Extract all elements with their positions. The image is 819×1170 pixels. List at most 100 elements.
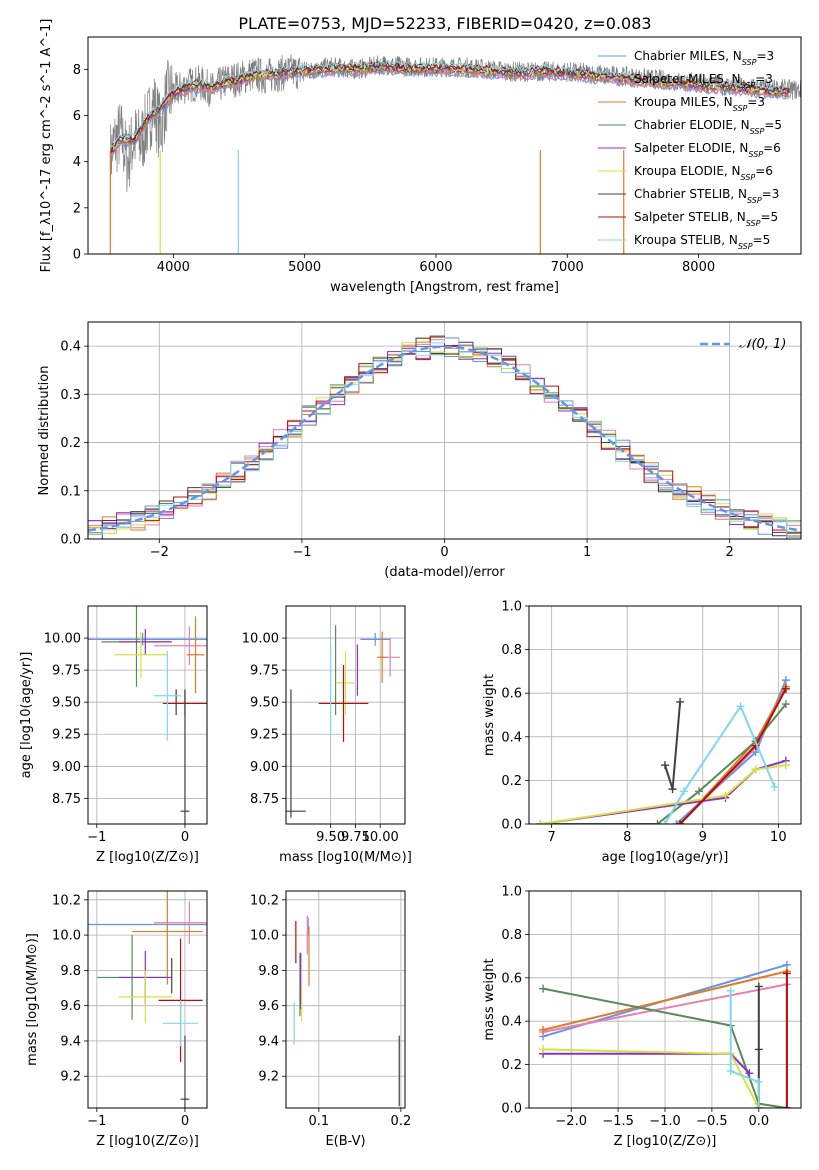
mass_vs_EBV-ytick-label: 9.2: [258, 1070, 279, 1085]
mass-weight-marker: [721, 791, 730, 800]
mass_vs_EBV-xtick-label: 0.2: [391, 1114, 412, 1129]
massweight_vs_age-ylabel: mass weight: [482, 674, 497, 756]
residuals-ylabel: Normed distribution: [37, 366, 52, 496]
mass-weight-marker: [782, 969, 791, 978]
mass-weight-marker: [536, 820, 545, 824]
massweight_vs_age-grid: [529, 605, 801, 825]
mass-weight-line: [543, 1048, 760, 1108]
spectrum-xtick-label: 4000: [157, 260, 190, 275]
legend-label: Salpeter MILES, NSSP=3: [634, 72, 773, 90]
mass-weight-line: [540, 764, 787, 824]
spectrum-xtick-label: 7000: [551, 260, 584, 275]
residual-histogram-line: [88, 337, 801, 538]
age_vs_Z-xtick-label: −1: [87, 830, 106, 845]
mass-weight-marker: [754, 1045, 763, 1054]
massweight_vs_Z-ytick-label: 0.6: [501, 971, 522, 986]
mass-weight-marker: [781, 761, 790, 770]
mass-weight-marker: [679, 787, 688, 796]
mass-weight-line: [664, 704, 776, 824]
age_vs_mass-ytick-label: 10.00: [242, 632, 279, 647]
mass_vs_EBV-panel: 0.1 0.2 9.2 9.4 9.6 9.8 10.0 10.2 E(B-V): [250, 890, 412, 1149]
residuals-ytick-label: 0.3: [60, 388, 81, 403]
massweight_vs_age-panel: 7 8 9 10 0.0 0.2 0.4 0.6 0.8 1.0 age [log10(age/yr…: [482, 600, 802, 865]
errorbar-point: [114, 631, 168, 678]
massweight_vs_Z-frame: [528, 890, 802, 1109]
errorbar-point: [118, 629, 172, 655]
residuals-ytick-label: 0.4: [60, 340, 81, 355]
mass_vs_EBV-ytick-label: 10.2: [250, 893, 279, 908]
errorbar-point: [162, 1000, 199, 1047]
massweight_vs_Z-ylabel: mass weight: [482, 958, 497, 1040]
age_vs_mass-ytick-label: 9.25: [250, 728, 279, 743]
massweight_vs_Z-plot-area: [539, 960, 791, 1108]
mass-weight-marker: [661, 820, 669, 824]
mass-weight-line: [542, 983, 788, 1033]
mass_vs_Z-xtick-label: −1: [87, 1114, 106, 1129]
age_vs_Z-frame: [87, 605, 208, 825]
age_vs_Z-ylabel: age [log10(age/yr)]: [19, 652, 34, 779]
mass_vs_EBV-plot-area: [293, 915, 400, 1107]
spectrum-panel: 4000 5000 6000 7000 8000 0 2 4 6 8 wavelength [Ang…: [39, 19, 802, 295]
massweight_vs_Z-xtick-label: −1.5: [602, 1114, 634, 1129]
mass-weight-line: [542, 987, 788, 1108]
age_vs_mass-plot-area: [286, 625, 401, 818]
mass_vs_EBV-ytick-label: 10.0: [250, 929, 279, 944]
mass-weight-marker: [782, 1104, 791, 1108]
massweight_vs_age-ytick-label: 1.0: [501, 600, 522, 615]
age_vs_Z-plot-area: [88, 606, 207, 824]
age_vs_Z-ytick-label: 9.75: [52, 664, 81, 679]
massweight_vs_age-xlabel: age [log10(age/yr)]: [602, 850, 729, 865]
mass-weight-marker: [676, 820, 685, 824]
mass-weight-marker: [754, 982, 763, 991]
massweight_vs_Z-ytick-label: 0.8: [501, 928, 522, 943]
spectrum-ytick-label: 6: [73, 109, 81, 124]
errorbar-point: [335, 650, 356, 715]
massweight_vs_age-xtick-label: 8: [623, 830, 631, 845]
mass_vs_EBV-frame: [285, 890, 406, 1109]
mass-weight-marker: [751, 765, 760, 774]
mass-weight-marker: [539, 984, 548, 993]
residuals-frame: [87, 321, 802, 540]
massweight_vs_age-plot-area: [536, 676, 790, 824]
age_vs_mass-xlabel: mass [log10(M/M⊙)]: [279, 850, 412, 865]
age_vs_mass-xtick-label: 10.00: [362, 830, 399, 845]
errorbar-point: [318, 664, 369, 742]
legend-label: Salpeter ELODIE, NSSP=6: [634, 141, 781, 159]
residuals-xtick-label: 0: [440, 545, 448, 560]
mass_vs_Z-ytick-label: 9.2: [60, 1070, 81, 1085]
spectrum-ytick-label: 0: [73, 248, 81, 263]
mass-weight-marker: [668, 785, 677, 794]
mass-weight-marker: [539, 1025, 548, 1034]
errorbar-point: [180, 689, 190, 824]
massweight_vs_Z-xtick-label: −0.5: [696, 1114, 728, 1129]
mass_vs_EBV-xtick-label: 0.1: [308, 1114, 329, 1129]
gaussian-legend-label: 𝒩(0, 1): [739, 337, 786, 352]
mass-weight-marker: [661, 761, 669, 770]
mass-weight-marker: [672, 820, 681, 824]
mass-weight-marker: [754, 1077, 763, 1086]
age_vs_Z-ytick-label: 9.50: [52, 696, 81, 711]
mass_vs_Z-xlabel: Z [log10(Z/Z⊙)]: [96, 1134, 199, 1149]
massweight_vs_age-ytick-label: 0.4: [501, 730, 522, 745]
massweight_vs_Z-xtick-label: −2.0: [555, 1114, 587, 1129]
mass_vs_Z-ytick-label: 9.4: [60, 1034, 81, 1049]
mass_vs_EBV-xlabel: E(B-V): [325, 1134, 365, 1149]
legend-label: Chabrier STELIB, NSSP=3: [634, 187, 779, 205]
massweight_vs_age-ytick-label: 0.6: [501, 687, 522, 702]
errorbar-point: [118, 970, 172, 1024]
legend-label: Chabrier ELODIE, NSSP=5: [634, 118, 782, 136]
age_vs_mass-frame: [285, 605, 406, 825]
mass-weight-marker: [770, 782, 779, 791]
figure-title: PLATE=0753, MJD=52233, FIBERID=0420, z=0…: [238, 14, 651, 33]
mass-weight-marker: [653, 820, 662, 824]
errorbar-point: [360, 632, 391, 646]
mass_vs_Z-ytick-label: 10.0: [52, 929, 81, 944]
mass_vs_Z-ylabel: mass [log10(M/M⊙)]: [25, 933, 40, 1066]
massweight_vs_Z-ytick-label: 1.0: [501, 885, 522, 900]
age_vs_Z-panel: −1 0 8.75 9.00 9.25 9.50 9.75 10.00 Z [log10(Z/Z…: [19, 605, 208, 865]
residuals-ytick-label: 0.2: [60, 436, 81, 451]
massweight_vs_Z-grid: [529, 890, 801, 1109]
mass_vs_Z-ytick-label: 9.6: [60, 999, 81, 1014]
mass-weight-line: [679, 688, 787, 824]
